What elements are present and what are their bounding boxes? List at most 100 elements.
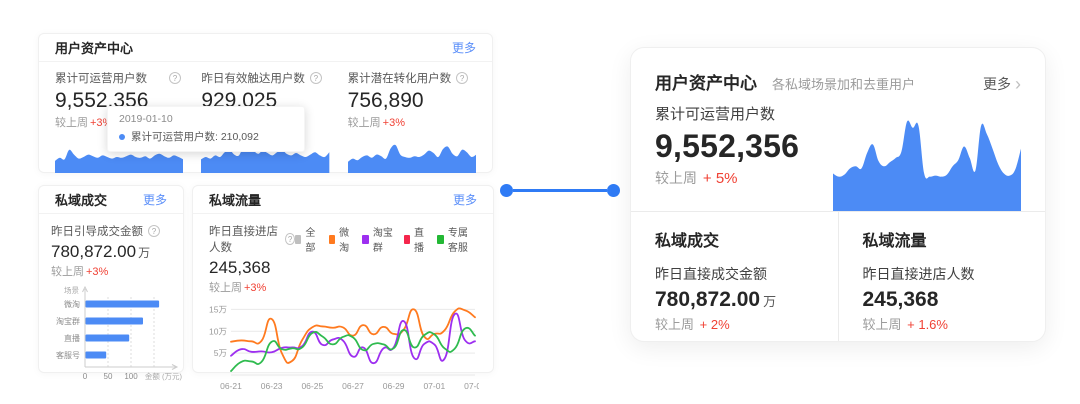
detail-section-deal: 私域成交 昨日直接成交金额 780,872.00 万 较上周 + 2%	[631, 212, 838, 341]
svg-text:07-01: 07-01	[423, 381, 445, 391]
sparkline-chart	[201, 133, 330, 173]
section-title: 私域流量	[862, 233, 927, 250]
metric-label: 昨日引导成交金额	[51, 226, 143, 238]
user-asset-card: 用户资产中心 更多 累计可运营用户数 ? 9,552,356 较上周 +3% 昨日…	[38, 33, 493, 173]
detail-card-subtitle: 各私域场景加和去重用户	[772, 77, 916, 92]
legend-swatch	[362, 234, 369, 244]
help-icon[interactable]: ?	[169, 72, 181, 84]
metric-compare: 较上周+3%	[347, 117, 405, 129]
svg-text:场景: 场景	[64, 286, 79, 295]
detail-card-title: 用户资产中心	[655, 74, 757, 93]
metric-value: 780,872.00 万	[51, 242, 151, 261]
metric-value: 756,890	[347, 89, 424, 112]
legend-item-live[interactable]: 直播	[403, 224, 429, 254]
private-traffic-card-header: 私域流量 更多	[193, 186, 493, 214]
svg-text:15万: 15万	[209, 304, 227, 314]
traffic-line-chart: 5万 10万 15万 06-21 06-23 06-25 06-27 06-29 07-01 07…	[209, 297, 486, 393]
delta-value: +3%	[86, 266, 109, 278]
delta-value: +3%	[382, 117, 405, 129]
metric-label: 累计潜在转化用户数	[347, 73, 452, 85]
private-traffic-more-link[interactable]: 更多	[452, 193, 477, 207]
metric-potential-users: 累计潜在转化用户数 ? 756,890 较上周 +3%	[347, 70, 476, 173]
private-deal-more-link[interactable]: 更多	[142, 193, 167, 207]
private-deal-card: 私域成交 更多 昨日引导成交金额 ? 780,872.00 万 较上周 +3% 场景…	[38, 185, 184, 381]
metric-compare: 较上周+3%	[209, 282, 267, 294]
detail-section-traffic: 私域流量 昨日直接进店人数 245,368 较上周 + 1.6%	[837, 212, 1046, 341]
metric-operable-users: 累计可运营用户数 ? 9,552,356 较上周 +3%	[55, 70, 184, 173]
connector-dot-icon	[607, 183, 620, 197]
legend-swatch	[294, 234, 302, 244]
svg-text:06-29: 06-29	[383, 381, 405, 391]
svg-text:淘宝群: 淘宝群	[56, 316, 80, 326]
svg-text:直播: 直播	[64, 333, 80, 343]
zoom-connector	[500, 183, 620, 197]
section-unit: 万	[763, 294, 777, 309]
private-traffic-card-title: 私域流量	[209, 193, 262, 208]
delta-value: +3%	[244, 282, 267, 294]
metric-value: 9,552,356	[655, 128, 800, 164]
user-asset-card-title: 用户资产中心	[55, 41, 134, 56]
section-title: 私域成交	[655, 233, 720, 250]
section-value: 245,368	[862, 288, 939, 311]
tooltip-date: 2019-01-10	[119, 113, 173, 125]
chart-tooltip: 2019-01-10 累计可运营用户数: 210,092	[107, 106, 305, 152]
private-deal-card-header: 私域成交 更多	[39, 186, 183, 214]
legend-item-all[interactable]: 全部	[294, 224, 320, 254]
deal-bar-chart: 场景微淘淘宝群直播客服号 0 50 100 金额 (万元)	[51, 283, 183, 383]
svg-text:06-27: 06-27	[342, 381, 364, 391]
legend-swatch	[403, 234, 411, 244]
metric-unit: 万	[138, 246, 151, 260]
detail-more-link[interactable]: 更多 ›	[983, 74, 1021, 94]
help-icon[interactable]: ?	[456, 72, 469, 84]
legend-item-taobao-group[interactable]: 淘宝群	[362, 224, 394, 254]
metric-label: 昨日直接进店人数	[209, 226, 278, 254]
delta-value: + 5%	[702, 170, 738, 187]
svg-text:5万: 5万	[214, 348, 227, 358]
svg-text:06-23: 06-23	[261, 381, 283, 391]
delta-value: + 1.6%	[907, 317, 948, 332]
user-asset-card-header: 用户资产中心 更多	[39, 34, 492, 62]
svg-text:50: 50	[104, 372, 113, 381]
section-compare: 较上周 + 2%	[655, 317, 730, 332]
svg-text:06-21: 06-21	[220, 381, 242, 391]
delta-value: + 2%	[699, 317, 730, 332]
sparkline-chart	[55, 133, 184, 173]
detail-sections: 私域成交 昨日直接成交金额 780,872.00 万 较上周 + 2% 私域流量 …	[631, 211, 1045, 341]
detail-card-header: 用户资产中心 各私域场景加和去重用户 更多 ›	[631, 48, 1045, 94]
metric-compare: 较上周+3%	[51, 266, 109, 278]
svg-text:微淘: 微淘	[64, 299, 80, 309]
legend-item-weitao[interactable]: 微淘	[328, 224, 354, 254]
tooltip-series-dot	[119, 133, 125, 140]
detail-metric: 累计可运营用户数 9,552,356 较上周 + 5%	[655, 94, 827, 211]
user-asset-more-link[interactable]: 更多	[451, 41, 476, 55]
help-icon[interactable]: ?	[285, 233, 295, 245]
tooltip-series-text: 累计可运营用户数: 210,092	[131, 131, 259, 143]
svg-text:07-03: 07-03	[464, 381, 479, 391]
metric-label: 累计可运营用户数	[655, 106, 776, 123]
svg-text:0: 0	[83, 372, 88, 381]
svg-text:金额 (万元): 金额 (万元)	[145, 371, 183, 381]
traffic-legend: 全部 微淘 淘宝群 直播	[294, 224, 477, 254]
detail-area-chart	[833, 107, 1021, 211]
help-icon[interactable]: ?	[309, 72, 322, 84]
metric-label: 累计可运营用户数	[55, 73, 147, 85]
legend-item-exclusive-service[interactable]: 专属客服	[437, 224, 477, 254]
detail-card: 用户资产中心 各私域场景加和去重用户 更多 › 累计可运营用户数 9,552,3…	[630, 47, 1046, 342]
metric-value: 245,368	[209, 258, 271, 277]
user-asset-metrics: 累计可运营用户数 ? 9,552,356 较上周 +3% 昨日有效触达用户数 ? …	[39, 62, 492, 173]
sparkline-chart	[347, 133, 476, 173]
connector-dot-icon	[500, 183, 513, 197]
svg-text:100: 100	[124, 372, 138, 381]
svg-text:客服号: 客服号	[56, 350, 80, 360]
metric-compare: 较上周 + 5%	[655, 170, 738, 187]
chevron-right-icon: ›	[1015, 74, 1021, 94]
svg-text:06-25: 06-25	[301, 381, 323, 391]
private-traffic-card: 私域流量 更多 昨日直接进店人数 ? 245,368 较上周 +3%	[192, 185, 494, 391]
section-compare: 较上周 + 1.6%	[862, 317, 948, 332]
delta-value: +3%	[90, 117, 113, 129]
help-icon[interactable]: ?	[148, 225, 160, 237]
svg-text:10万: 10万	[209, 326, 227, 336]
connector-line	[513, 188, 607, 192]
section-label: 昨日直接成交金额	[655, 266, 767, 282]
